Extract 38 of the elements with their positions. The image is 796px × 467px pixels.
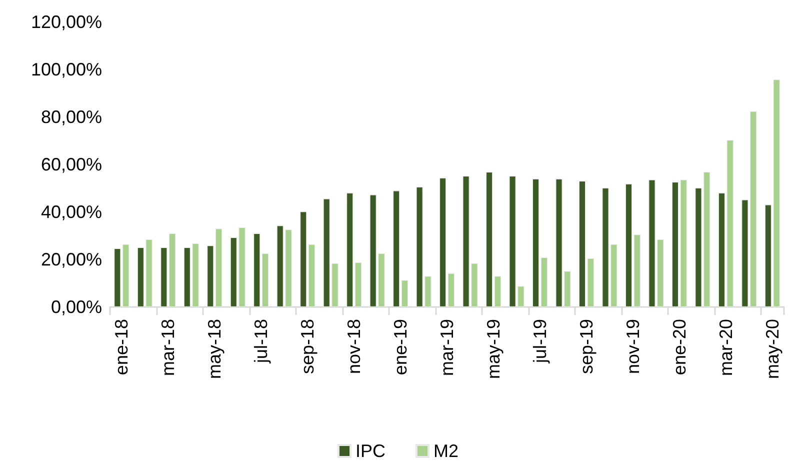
bar — [540, 257, 548, 307]
x-tick-label: jul-18 — [251, 319, 272, 364]
y-tick-label: 60,00% — [40, 154, 102, 174]
bar — [494, 276, 502, 307]
x-tick-label: nov-19 — [622, 319, 643, 374]
x-tick-label: ene-18 — [112, 319, 132, 376]
x-tick-label: mar-18 — [158, 319, 178, 376]
bar — [346, 192, 354, 307]
x-tick-label: may-20 — [762, 319, 782, 380]
y-tick-label: 100,00% — [30, 60, 102, 80]
y-tick-label: 40,00% — [40, 202, 102, 222]
x-tick-label: nov-18 — [344, 319, 364, 374]
y-tick-label: 80,00% — [40, 107, 102, 127]
y-tick-label: 20,00% — [40, 250, 102, 270]
bar — [308, 244, 316, 307]
x-tick-label: jul-19 — [530, 319, 550, 364]
bar — [587, 258, 594, 307]
x-tick-label: ene-20 — [669, 319, 690, 376]
bar — [448, 273, 455, 307]
bar — [486, 172, 493, 307]
bar — [392, 190, 400, 307]
bar — [439, 178, 446, 307]
legend-label: M2 — [434, 441, 459, 461]
y-tick-label: 0,00% — [50, 297, 102, 317]
bar — [578, 180, 586, 307]
x-tick-label: mar-19 — [437, 319, 457, 376]
bar — [532, 178, 540, 307]
bar — [300, 212, 307, 307]
x-tick-label: may-19 — [483, 319, 504, 380]
x-tick-label: ene-19 — [390, 319, 411, 376]
bar — [354, 262, 362, 307]
x-tick-label: mar-20 — [716, 319, 736, 376]
x-tick-label: sep-18 — [298, 319, 318, 374]
legend-label: IPC — [355, 441, 386, 461]
x-tick-label: sep-19 — [576, 319, 596, 374]
x-tick-label: may-18 — [204, 319, 225, 380]
bar — [401, 280, 408, 307]
y-tick-label: 120,00% — [30, 12, 102, 32]
